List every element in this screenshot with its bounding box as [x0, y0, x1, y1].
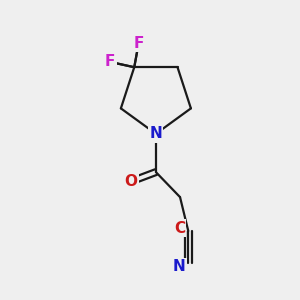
Text: F: F — [134, 36, 144, 51]
Text: N: N — [173, 259, 186, 274]
Text: N: N — [149, 126, 162, 141]
Text: O: O — [124, 174, 137, 189]
Text: C: C — [174, 220, 185, 236]
Text: F: F — [105, 54, 115, 69]
